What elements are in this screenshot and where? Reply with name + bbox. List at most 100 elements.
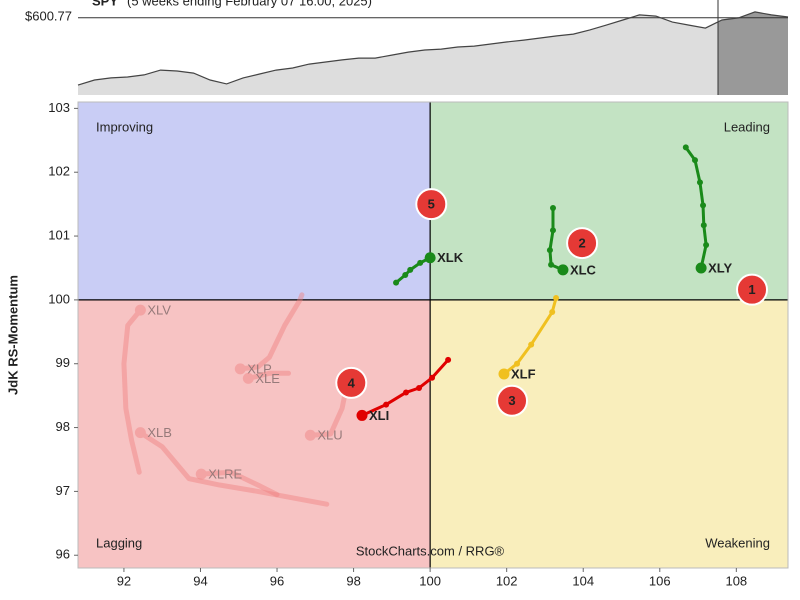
tail-point [549, 204, 556, 211]
annotation-badge [415, 188, 448, 221]
tail-line [360, 358, 450, 417]
y-tick-label: 97 [56, 483, 70, 498]
last-price-label: $600.77 [25, 8, 72, 23]
tail-line [137, 430, 330, 507]
quadrant-label: Weakening [705, 535, 770, 550]
tail-point [416, 384, 423, 391]
annotation-number: 2 [578, 236, 585, 251]
price-area-current [718, 11, 788, 95]
sector-label: XLP [247, 361, 272, 376]
tail-line [307, 386, 349, 438]
y-tick-label: 98 [56, 419, 70, 434]
tail-head [356, 409, 368, 421]
sector-tail: XLY [682, 144, 733, 275]
watermark: StockCharts.com / RRG® [356, 543, 505, 558]
tail-point [691, 157, 698, 164]
tail-point [546, 247, 553, 254]
x-tick-label: 104 [572, 573, 594, 588]
sector-label: XLB [147, 425, 172, 440]
quadrant-improving [78, 102, 431, 300]
sector-label: XLI [369, 408, 389, 423]
tail-point [407, 266, 414, 273]
x-tick-label: 106 [649, 573, 671, 588]
sector-tail: XLV [121, 303, 171, 475]
annotation-number: 5 [428, 197, 435, 212]
mini-title: SPY [92, 0, 118, 8]
sector-label: XLRE [208, 467, 242, 482]
sector-tail: XLB [134, 425, 330, 507]
annotation-number: 1 [748, 282, 755, 297]
x-tick-label: 92 [117, 573, 131, 588]
tail-point [393, 279, 400, 286]
y-tick-label: 103 [48, 100, 70, 115]
tail-head [424, 252, 436, 264]
sector-label: XLY [708, 260, 732, 275]
sector-tail: XLE [242, 370, 292, 386]
tail-line [237, 292, 305, 372]
tail-head [498, 368, 510, 380]
quadrant-leading [430, 102, 788, 300]
tail-line [245, 370, 292, 381]
tail-point [548, 261, 555, 268]
y-tick-label: 100 [48, 291, 70, 306]
tail-point [549, 309, 556, 316]
sector-tail: XLF [498, 294, 560, 381]
quadrant-label: Leading [724, 119, 770, 134]
price-line [77, 11, 789, 86]
tail-head [695, 262, 707, 274]
annotation-badge [496, 384, 529, 417]
tail-head [304, 429, 316, 441]
sector-label: XLV [147, 303, 171, 318]
mini-subtitle: (5 weeks ending February 07 16:00, 2025) [127, 0, 372, 8]
annotation-number: 4 [348, 375, 356, 390]
tail-point [549, 227, 556, 234]
tail-point [703, 241, 710, 248]
annotation-number: 3 [508, 393, 515, 408]
y-axis-label: JdK RS-Momentum [5, 275, 20, 395]
y-tick-label: 101 [48, 227, 70, 242]
annotation-badge [736, 273, 769, 306]
y-tick-label: 99 [56, 355, 70, 370]
price-area [78, 11, 788, 95]
sector-label: XLK [437, 250, 464, 265]
x-tick-label: 96 [270, 573, 284, 588]
tail-point [445, 356, 452, 363]
annotation-badge [566, 227, 599, 260]
sector-tail: XLU [304, 386, 349, 443]
x-tick-label: 100 [419, 573, 441, 588]
quadrant-weakening [430, 299, 788, 568]
tail-head [242, 372, 254, 384]
sector-tail: XLRE [195, 467, 280, 498]
tail-head [134, 304, 146, 316]
tail-point [402, 271, 409, 278]
tail-line [121, 307, 143, 475]
quadrant-lagging [78, 299, 431, 568]
tail-point [514, 360, 521, 367]
tail-head [134, 427, 146, 439]
x-tick-label: 108 [725, 573, 747, 588]
sector-tail: XLC [546, 204, 597, 277]
tail-point [700, 202, 707, 209]
y-tick-label: 102 [48, 164, 70, 179]
tail-head [557, 264, 569, 276]
tail-point [696, 179, 703, 186]
tail-point [553, 294, 560, 301]
tail-head [234, 363, 246, 375]
annotation-badge [335, 366, 368, 399]
quadrant-label: Improving [96, 119, 153, 134]
quadrant-label: Lagging [96, 535, 142, 550]
tail-line [198, 469, 280, 498]
sector-label: XLF [511, 366, 536, 381]
sector-tail: XLP [234, 292, 305, 376]
x-tick-label: 94 [193, 573, 207, 588]
tail-point [403, 389, 410, 396]
x-tick-label: 102 [496, 573, 518, 588]
tail-point [700, 222, 707, 229]
sector-label: XLC [570, 262, 597, 277]
tail-point [528, 341, 535, 348]
sector-tail: XLK [393, 250, 464, 286]
sector-label: XLE [255, 371, 280, 386]
tail-head [195, 468, 207, 480]
tail-point [429, 374, 436, 381]
